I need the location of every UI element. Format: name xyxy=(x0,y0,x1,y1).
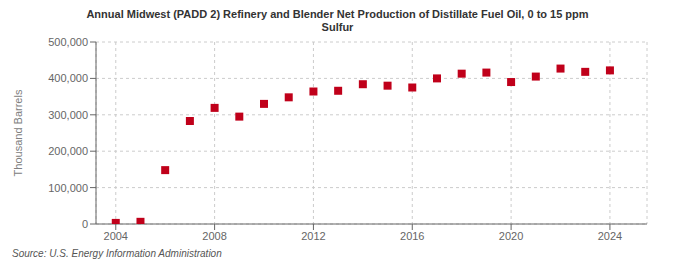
svg-text:2008: 2008 xyxy=(202,230,226,242)
html-text:Annual Midwest (PADD 2) Refine: Annual Midwest (PADD 2) Refinery and Ble… xyxy=(86,8,589,20)
svg-text:200,000: 200,000 xyxy=(48,145,88,157)
html-text:Sulfur: Sulfur xyxy=(321,21,354,33)
svg-text:400,000: 400,000 xyxy=(48,72,88,84)
svg-text:2016: 2016 xyxy=(400,230,424,242)
svg-text:2024: 2024 xyxy=(598,230,622,242)
svg-text:Thousand Barrels: Thousand Barrels xyxy=(12,89,24,176)
svg-text:2004: 2004 xyxy=(104,230,128,242)
html-text:Source: U.S. Energy Informatio: Source: U.S. Energy Information Administ… xyxy=(12,248,222,259)
svg-text:500,000: 500,000 xyxy=(48,36,88,48)
svg-text:2012: 2012 xyxy=(301,230,325,242)
svg-text:0: 0 xyxy=(82,218,88,230)
svg-text:300,000: 300,000 xyxy=(48,109,88,121)
svg-text:100,000: 100,000 xyxy=(48,182,88,194)
svg-text:2020: 2020 xyxy=(499,230,523,242)
